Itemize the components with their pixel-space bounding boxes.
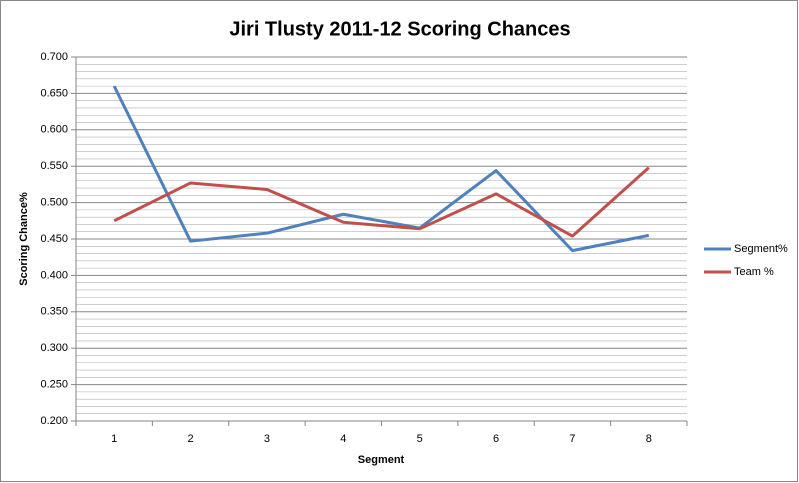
y-tick-label: 0.200	[40, 415, 68, 427]
y-tick-label: 0.700	[40, 51, 68, 63]
y-axis-label: Scoring Chance%	[18, 192, 30, 286]
x-tick-label: 3	[264, 433, 270, 445]
series-line	[112, 85, 650, 253]
series-line	[113, 166, 650, 238]
chart-title: Jiri Tlusty 2011-12 Scoring Chances	[229, 18, 570, 40]
x-tick-label: 4	[340, 433, 346, 445]
y-tick-label: 0.300	[40, 342, 68, 354]
y-tick-label: 0.350	[40, 306, 68, 318]
y-tick-label: 0.600	[40, 124, 68, 136]
x-tick-label: 8	[646, 433, 652, 445]
y-tick-label: 0.500	[40, 197, 68, 209]
legend-label: Team %	[734, 266, 774, 278]
y-tick-label: 0.550	[40, 160, 68, 172]
y-tick-label: 0.450	[40, 233, 68, 245]
x-tick-label: 1	[111, 433, 117, 445]
x-axis-label: Segment	[358, 454, 405, 466]
x-tick-label: 7	[569, 433, 575, 445]
y-tick-label: 0.400	[40, 269, 68, 281]
y-tick-label: 0.650	[40, 87, 68, 99]
x-tick-label: 6	[493, 433, 499, 445]
legend-label: Segment%	[734, 243, 788, 255]
x-tick-label: 2	[188, 433, 194, 445]
x-tick-label: 5	[417, 433, 423, 445]
y-tick-label: 0.250	[40, 379, 68, 391]
